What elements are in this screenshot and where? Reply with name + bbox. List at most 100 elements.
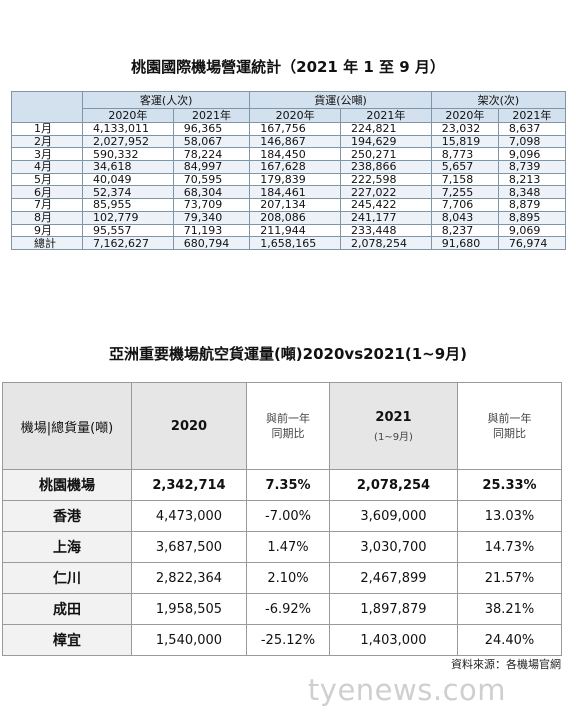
table-cell: 25.33% xyxy=(457,469,562,501)
table-cell: -7.00% xyxy=(246,500,330,532)
year-2020-header: 2020 xyxy=(131,382,247,470)
table-cell: 8,237 xyxy=(430,223,499,238)
table-cell: 208,086 xyxy=(249,210,342,225)
table-cell: 241,177 xyxy=(340,210,432,225)
table-cell: 9,096 xyxy=(497,147,567,162)
table-cell: 34,618 xyxy=(82,160,174,174)
table-cell: 211,944 xyxy=(249,223,342,238)
table-row: 桃園機場 2,342,714 7.35% 2,078,254 25.33% xyxy=(2,469,562,501)
table-cell: 245,422 xyxy=(340,198,432,212)
year-2021-header: 2021 (1~9月) xyxy=(329,382,458,470)
table-row: 樟宜 1,540,000 -25.12% 1,403,000 24.40% xyxy=(2,624,562,656)
table-cell: 224,821 xyxy=(340,122,432,136)
table-cell: 2,078,254 xyxy=(329,469,458,501)
table-cell: 7,706 xyxy=(430,198,499,212)
table-cell: 1.47% xyxy=(246,531,330,563)
year-header: 2021年 xyxy=(340,108,432,123)
table-row: 5月 40,049 70,595 179,839 222,598 7,158 8,213 xyxy=(11,172,567,187)
row-label: 4月 xyxy=(11,160,83,174)
table-cell: 76,974 xyxy=(497,236,567,250)
table-cell: 91,680 xyxy=(430,236,499,250)
table-cell: 238,866 xyxy=(340,160,432,174)
year-2021-sub: (1~9月) xyxy=(374,431,413,443)
table-cell: 71,193 xyxy=(172,223,251,238)
row-label: 總計 xyxy=(11,236,83,250)
airport-name: 樟宜 xyxy=(2,624,132,656)
table-cell: 179,839 xyxy=(249,172,342,187)
yoy-line1: 與前一年 xyxy=(487,412,532,425)
table-cell: 8,773 xyxy=(430,147,499,162)
table-cell: 8,637 xyxy=(497,122,567,136)
table-cell: 8,213 xyxy=(497,172,567,187)
table-cell: 1,658,165 xyxy=(249,236,342,250)
row-label: 6月 xyxy=(11,185,83,200)
table-cell: 4,133,011 xyxy=(82,122,174,136)
table-cell: 1,897,879 xyxy=(329,593,458,625)
table-cell: 85,955 xyxy=(82,198,174,212)
table-cell: 250,271 xyxy=(340,147,432,162)
year-header: 2020年 xyxy=(430,108,499,123)
table-cell: 7,098 xyxy=(497,134,567,149)
table-cell: 8,895 xyxy=(497,210,567,225)
table-cell: 2,342,714 xyxy=(131,469,247,501)
table-cell: 7,255 xyxy=(430,185,499,200)
year-header: 2021年 xyxy=(172,108,251,123)
table-cell: 5,657 xyxy=(430,160,499,174)
table-cell: 2,822,364 xyxy=(131,562,247,594)
year-header: 2020年 xyxy=(82,108,174,123)
table-cell: 207,134 xyxy=(249,198,342,212)
table-cell: 1,958,505 xyxy=(131,593,247,625)
table-cell: 4,473,000 xyxy=(131,500,247,532)
table2-title: 亞洲重要機場航空貨運量(噸)2020vs2021(1~9月) xyxy=(108,345,468,363)
table-cell: 184,461 xyxy=(249,185,342,200)
table-cell: 9,069 xyxy=(497,223,567,238)
table-cell: 52,374 xyxy=(82,185,174,200)
table-row: 8月 102,779 79,340 208,086 241,177 8,043 8,895 xyxy=(11,210,567,225)
table-row: 仁川 2,822,364 2.10% 2,467,899 21.57% xyxy=(2,562,562,594)
table-cell: -25.12% xyxy=(246,624,330,656)
table-cell: 184,450 xyxy=(249,147,342,162)
yoy-2021-header: 與前一年 同期比 xyxy=(457,382,562,470)
table-cell: 79,340 xyxy=(172,210,251,225)
yoy-line2: 同期比 xyxy=(493,427,526,440)
row-label: 9月 xyxy=(11,223,83,238)
table-cell: 194,629 xyxy=(340,134,432,149)
table-cell: 102,779 xyxy=(82,210,174,225)
cargo-group-header: 貨運(公噸) xyxy=(249,91,432,109)
table-row: 香港 4,473,000 -7.00% 3,609,000 13.03% xyxy=(2,500,562,532)
table-cell: 38.21% xyxy=(457,593,562,625)
table-cell: 7.35% xyxy=(246,469,330,501)
yoy-line2: 同期比 xyxy=(271,427,305,440)
row-label: 7月 xyxy=(11,198,83,212)
table-cell: 167,756 xyxy=(249,122,342,136)
table-cell: 2,467,899 xyxy=(329,562,458,594)
table-cell: -6.92% xyxy=(246,593,330,625)
row-label: 1月 xyxy=(11,122,83,136)
airport-name: 上海 xyxy=(2,531,132,563)
table-cell: 96,365 xyxy=(172,122,251,136)
table-cell: 40,049 xyxy=(82,172,174,187)
table-cell: 8,879 xyxy=(497,198,567,212)
table-cell: 58,067 xyxy=(172,134,251,149)
table-row: 6月 52,374 68,304 184,461 227,022 7,255 8,348 xyxy=(11,185,567,200)
table1-title: 桃園國際機場營運統計（2021 年 1 至 9 月） xyxy=(131,58,445,76)
table-cell: 24.40% xyxy=(457,624,562,656)
table-cell: 590,332 xyxy=(82,147,174,162)
table-cell: 14.73% xyxy=(457,531,562,563)
airport-name: 仁川 xyxy=(2,562,132,594)
table-cell: 78,224 xyxy=(172,147,251,162)
table-cell: 13.03% xyxy=(457,500,562,532)
table-cell: 7,162,627 xyxy=(82,236,174,250)
source-note: 資料來源：各機場官網 xyxy=(451,658,561,671)
year-2021-label: 2021 xyxy=(375,409,412,425)
table-cell: 8,739 xyxy=(497,160,567,174)
row-label: 2月 xyxy=(11,134,83,149)
month-header-cell xyxy=(11,91,83,123)
airport-name: 香港 xyxy=(2,500,132,532)
table-cell: 222,598 xyxy=(340,172,432,187)
table-cell: 227,022 xyxy=(340,185,432,200)
table-cell: 680,794 xyxy=(172,236,251,250)
table-cell: 3,687,500 xyxy=(131,531,247,563)
table-cell: 233,448 xyxy=(340,223,432,238)
year-header: 2020年 xyxy=(249,108,342,123)
